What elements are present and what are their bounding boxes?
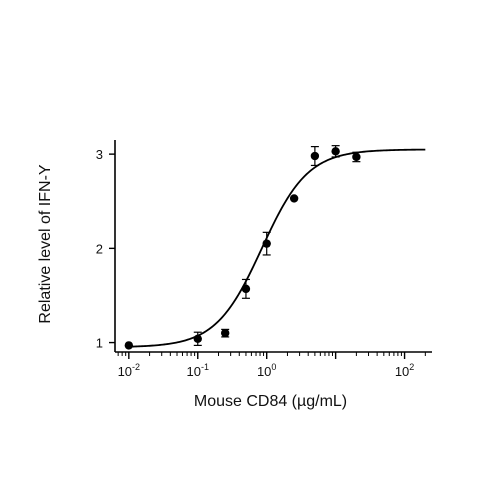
y-tick-label: 1 [96,336,103,351]
data-point [331,147,340,156]
x-tick-label: 102 [395,362,414,379]
y-tick-label: 3 [96,147,103,162]
x-axis-title: Mouse CD84 (µg/mL) [194,393,347,410]
data-point [124,341,134,350]
data-point [241,284,251,294]
y-tick-label: 2 [96,241,103,256]
data-point [310,151,320,161]
error-bars [193,145,361,347]
axes: 1 2 3 10-2 10-1 100 102 [96,140,432,379]
y-axis-title: Relative level of IFN-Y [37,164,54,323]
data-point [193,334,202,344]
x-tick-label: 10-1 [187,362,209,379]
data-point [289,194,299,203]
fit-curve-group [128,148,426,348]
data-points [124,147,361,350]
fit-curve [128,148,426,348]
data-point [220,328,230,338]
data-point [352,152,361,162]
x-tick-label: 10-2 [118,362,140,379]
data-point [262,239,271,248]
x-tick-label: 100 [257,362,276,379]
